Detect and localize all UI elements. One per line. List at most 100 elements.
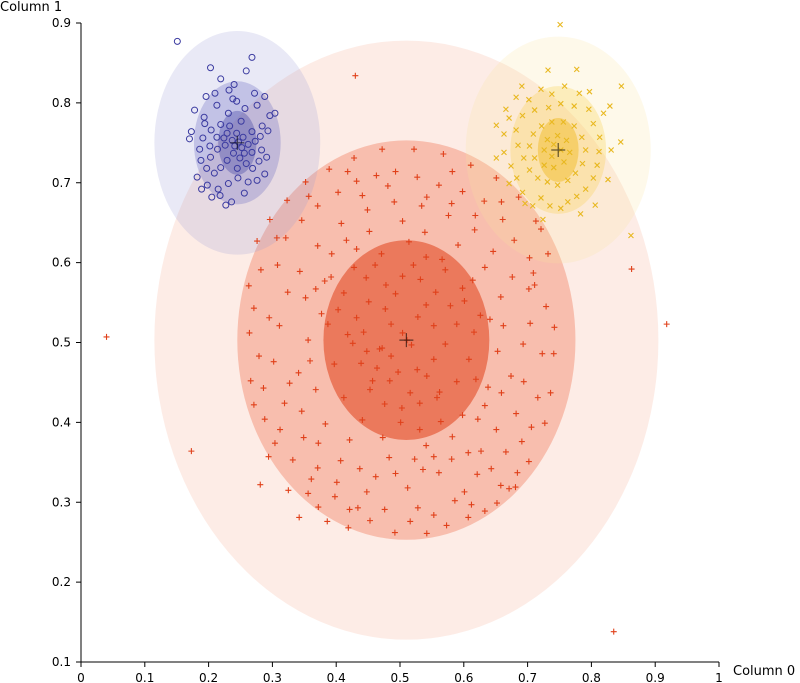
cluster-2-point [374, 365, 381, 372]
cluster-1-point [240, 149, 248, 157]
cluster-1-point [223, 129, 231, 137]
cluster-1-point [228, 136, 236, 144]
cluster-2-point [528, 424, 535, 431]
cluster-2-point [257, 481, 264, 488]
cluster-2-point [461, 488, 468, 495]
cluster-2-point [345, 524, 352, 531]
cluster-2-point [423, 254, 430, 261]
cluster-2-point [497, 293, 504, 300]
cluster-2-point [298, 408, 305, 415]
cluster-2-point [405, 238, 412, 245]
cluster-1-point [251, 89, 259, 97]
cluster-2-point [257, 266, 264, 273]
cluster-2-point [550, 350, 557, 357]
cluster-2-point [514, 469, 521, 476]
cluster-2-point [442, 266, 449, 273]
cluster-2-point [453, 321, 460, 328]
cluster-1-point [244, 178, 252, 186]
cluster-2-point [436, 389, 443, 396]
cluster-2-point [260, 385, 267, 392]
cluster-2-point [430, 512, 437, 519]
cluster-2-point [386, 454, 393, 461]
cluster-1-point [229, 95, 237, 103]
cluster-1-point [236, 154, 244, 162]
cluster-1-point [207, 64, 215, 72]
cluster-3-point [544, 136, 551, 143]
cluster-2-point [423, 301, 430, 308]
cluster-2-point [281, 400, 288, 407]
cluster-2-point [326, 166, 333, 173]
cluster-2-point [300, 434, 307, 441]
cluster-1-point [248, 128, 256, 136]
cluster-2-point [465, 356, 472, 363]
cluster-2-point [423, 530, 430, 537]
cluster-2-point [289, 456, 296, 463]
cluster-1-point [248, 53, 256, 61]
cluster-2-point [439, 256, 446, 263]
cluster-3-point [531, 107, 538, 113]
x-tick-label: 0.7 [518, 671, 537, 683]
cluster-2-point [467, 162, 474, 169]
cluster-2-point [469, 277, 476, 284]
cluster-3-point [566, 149, 573, 156]
cluster-2-point [363, 348, 370, 355]
cluster-2-point [392, 470, 399, 477]
cluster-2-point [459, 285, 466, 292]
cluster-2-point [376, 345, 383, 352]
cluster-1-point [244, 140, 252, 148]
cluster-3-point [564, 199, 571, 205]
cluster-1-point [261, 92, 269, 100]
cluster-3-point [501, 149, 507, 156]
cluster-2-point [373, 172, 380, 179]
cluster-2-point [343, 237, 350, 244]
cluster-2-point [367, 517, 374, 524]
cluster-1-point [233, 164, 241, 172]
cluster-3-point [561, 83, 568, 89]
cluster-2-point [430, 453, 437, 460]
cluster-1-point [210, 169, 218, 177]
cluster-1-point [173, 37, 181, 45]
cluster-2-point [379, 434, 386, 441]
cluster-1-point [199, 134, 207, 142]
cluster-3-point [548, 153, 555, 160]
cluster-2-point [411, 146, 418, 153]
cluster-1-point [217, 75, 225, 83]
cluster-2-point [481, 264, 488, 271]
cluster-2-point [295, 369, 302, 376]
cluster-2-point [335, 189, 342, 196]
cluster-2-point [490, 248, 497, 255]
cluster-2-point [322, 420, 329, 427]
cluster-3-point [508, 163, 514, 169]
cluster-1-point [258, 146, 266, 154]
cluster-2-point [486, 316, 493, 323]
cluster-2-point [296, 514, 303, 521]
cluster-3-point [582, 186, 589, 193]
cluster-2-point [414, 313, 421, 320]
cluster-2-point [331, 493, 338, 500]
cluster-3-point [530, 131, 537, 137]
cluster-2-point [414, 174, 421, 181]
cluster-3-point [501, 131, 507, 137]
cluster-3-point [557, 205, 564, 212]
y-tick-label: 0.9 [52, 16, 71, 30]
cluster-2-point [265, 453, 272, 460]
cluster-3-point [506, 115, 512, 121]
cluster-2-point [499, 216, 506, 223]
cluster-2-point [363, 488, 370, 495]
cluster-2-point [302, 294, 309, 301]
cluster-2-point [369, 377, 376, 384]
cluster-2-point [284, 289, 291, 296]
cluster-1-point [239, 133, 247, 141]
cluster-3-point [618, 83, 625, 89]
cluster-2-point [497, 482, 504, 489]
cluster-1-point [230, 81, 238, 89]
cluster-2-point [423, 442, 430, 449]
cluster-2-point [337, 457, 344, 464]
cluster-3-point [563, 137, 570, 144]
cluster-2-point [451, 497, 458, 504]
cluster-1-point [255, 157, 263, 165]
cluster-2-point [545, 250, 552, 257]
cluster-3-point [594, 162, 601, 169]
cluster-3-point [578, 134, 585, 141]
cluster-3-point [534, 175, 541, 181]
